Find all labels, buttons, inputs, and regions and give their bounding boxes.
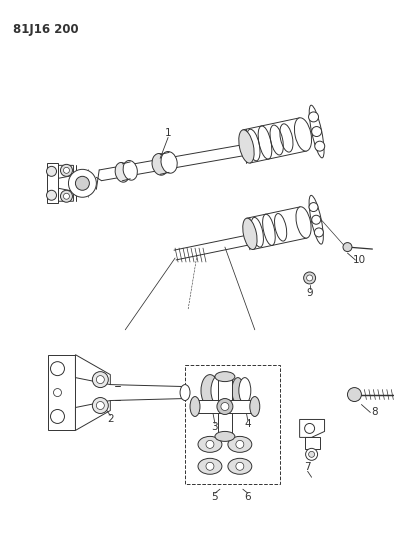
Ellipse shape <box>228 458 252 474</box>
Circle shape <box>306 448 318 461</box>
Circle shape <box>60 190 72 202</box>
Ellipse shape <box>250 397 260 416</box>
Circle shape <box>305 423 314 433</box>
Circle shape <box>236 462 244 470</box>
Ellipse shape <box>190 397 200 416</box>
Ellipse shape <box>201 375 219 407</box>
Ellipse shape <box>215 431 235 441</box>
Text: 81J16 200: 81J16 200 <box>13 23 78 36</box>
Ellipse shape <box>198 458 222 474</box>
Polygon shape <box>243 118 307 163</box>
Text: 5: 5 <box>212 492 218 502</box>
Polygon shape <box>75 400 110 431</box>
Circle shape <box>304 272 316 284</box>
Circle shape <box>206 462 214 470</box>
Text: 6: 6 <box>245 492 251 502</box>
Ellipse shape <box>294 118 312 151</box>
Text: 9: 9 <box>306 288 313 298</box>
Ellipse shape <box>152 154 168 175</box>
Polygon shape <box>246 207 307 249</box>
Ellipse shape <box>239 130 254 163</box>
Circle shape <box>64 167 70 173</box>
Ellipse shape <box>243 218 257 249</box>
Circle shape <box>221 402 229 410</box>
Circle shape <box>51 362 64 376</box>
Ellipse shape <box>239 377 251 403</box>
Circle shape <box>206 440 214 448</box>
Circle shape <box>60 164 72 176</box>
Circle shape <box>308 451 314 457</box>
Circle shape <box>92 398 108 414</box>
Polygon shape <box>300 419 325 438</box>
Text: 3: 3 <box>212 423 218 432</box>
Ellipse shape <box>215 372 235 382</box>
Polygon shape <box>47 163 58 203</box>
Circle shape <box>96 376 104 384</box>
Polygon shape <box>218 377 232 437</box>
Ellipse shape <box>123 160 137 180</box>
Ellipse shape <box>309 196 324 244</box>
Circle shape <box>309 203 318 212</box>
Text: 8: 8 <box>371 408 378 417</box>
Text: 4: 4 <box>245 419 251 430</box>
Polygon shape <box>58 165 73 179</box>
Circle shape <box>47 166 56 176</box>
Circle shape <box>348 387 361 401</box>
Circle shape <box>53 389 62 397</box>
Text: 1: 1 <box>165 128 171 139</box>
Circle shape <box>307 275 312 281</box>
Ellipse shape <box>232 377 244 403</box>
Text: 2: 2 <box>107 415 114 424</box>
Bar <box>185 365 280 484</box>
Circle shape <box>51 409 64 423</box>
Text: 10: 10 <box>353 255 366 265</box>
Polygon shape <box>305 438 320 449</box>
Circle shape <box>343 243 352 252</box>
Circle shape <box>315 141 325 151</box>
Polygon shape <box>58 188 73 201</box>
Circle shape <box>308 112 318 122</box>
Ellipse shape <box>198 437 222 453</box>
Circle shape <box>312 215 321 224</box>
Circle shape <box>47 190 56 200</box>
Ellipse shape <box>180 385 190 400</box>
Ellipse shape <box>296 207 311 238</box>
Polygon shape <box>75 354 110 385</box>
Ellipse shape <box>211 375 229 407</box>
Polygon shape <box>195 400 255 414</box>
Circle shape <box>236 440 244 448</box>
Ellipse shape <box>228 437 252 453</box>
Ellipse shape <box>115 163 130 182</box>
Circle shape <box>64 193 70 199</box>
Circle shape <box>75 176 89 190</box>
Text: 7: 7 <box>304 462 311 472</box>
Ellipse shape <box>309 105 324 158</box>
Circle shape <box>92 372 108 387</box>
Circle shape <box>217 399 233 415</box>
Ellipse shape <box>161 151 177 173</box>
Circle shape <box>314 228 324 237</box>
Circle shape <box>312 126 322 136</box>
Polygon shape <box>47 354 75 431</box>
Circle shape <box>96 401 104 409</box>
Circle shape <box>68 169 96 197</box>
